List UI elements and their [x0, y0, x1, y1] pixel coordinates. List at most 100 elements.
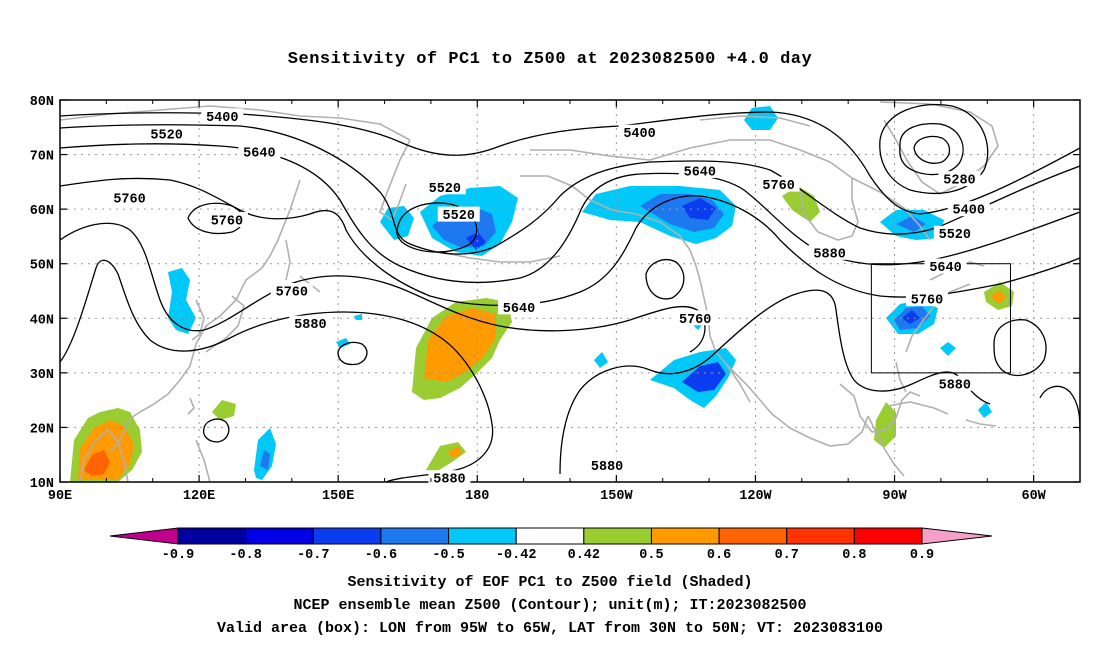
coast-korea [191, 299, 205, 341]
coast-cuba [887, 401, 949, 415]
colorbar-label: 0.42 [568, 548, 600, 563]
coast-aleutians [439, 251, 561, 263]
contour-label-bg [238, 143, 281, 159]
contour-label-bg [145, 125, 188, 141]
contour-label-bg [108, 190, 151, 206]
lon-tick-label: 180 [465, 489, 489, 504]
coast-us-west [703, 297, 791, 429]
colorbar-label: -0.5 [432, 548, 464, 563]
shade-negative-small-atlantic-1 [940, 342, 956, 356]
colorbar-label: -0.6 [365, 548, 397, 563]
contour-label: 5400 [953, 204, 985, 219]
shade-positive-small-7 [874, 402, 896, 448]
coast-indochina [79, 428, 129, 482]
shade-negative-newfoundland-core [896, 216, 926, 232]
contour-label: 5520 [443, 209, 475, 224]
contour-label-bg [674, 310, 717, 326]
colorbar-bin [650, 527, 720, 545]
colorbar-label: -0.8 [229, 548, 261, 563]
coast-antilles [965, 419, 997, 427]
contour-5520-closed [396, 202, 478, 253]
lon-tick-label: 120W [739, 489, 772, 504]
lon-tick-label: 60W [1021, 489, 1046, 504]
shade-negative-korea [168, 268, 196, 334]
shade-negative-west-pacific [380, 206, 414, 240]
colorbar-high-arrow [921, 527, 993, 545]
colorbar: -0.9 -0.8 -0.7 -0.6 -0.5 -0.42 0.42 0.5 0.6 0.7 0.… [109, 527, 993, 563]
shade-positive-seasia-peak [84, 450, 110, 476]
shade-negative-small-pacific [594, 352, 608, 368]
coast-okhotsk [261, 179, 301, 269]
contour-label: 5640 [503, 302, 535, 317]
contour-label: 5760 [762, 179, 794, 194]
contour-label: 5880 [591, 460, 623, 475]
caption-line-1: Sensitivity of EOF PC1 to Z500 field (Sh… [347, 574, 753, 591]
colorbar-bin [583, 527, 652, 545]
colorbar-bin [853, 527, 923, 545]
contour-5400-ring [879, 103, 989, 195]
colorbar-label: -0.7 [297, 548, 329, 563]
caption-line-2: NCEP ensemble mean Z500 (Contour); unit(… [293, 597, 807, 614]
contour-5880-small-2 [202, 418, 230, 443]
contour-label-bg [924, 258, 967, 274]
colorbar-bin [786, 527, 855, 545]
contour-labels: 5400 5520 5640 5760 5760 5400 5520 5520 5640 5760… [108, 108, 990, 488]
colorbar-bin [177, 527, 247, 545]
lon-tick-label: 150W [600, 489, 633, 504]
contour-label: 5520 [429, 182, 461, 197]
colorbar-bin [718, 527, 788, 545]
contour-label-bg [678, 162, 721, 178]
coast-north-alaska [530, 149, 651, 161]
coast-alaska [520, 175, 705, 299]
colorbar-label: -0.42 [496, 548, 537, 563]
contour-label: 5760 [276, 286, 308, 301]
contour-label: 5760 [679, 313, 711, 328]
shade-positive-dateline-core [424, 308, 496, 382]
lat-tick-label: 10N [30, 477, 54, 492]
colorbar-label: 0.9 [910, 548, 934, 563]
contour-label: 5760 [911, 294, 943, 309]
coast-sakhalin [285, 239, 291, 281]
contour-label: 5640 [243, 146, 275, 161]
contour-5400-west [60, 112, 621, 156]
colorbar-low-arrow [109, 527, 179, 545]
contour-5880-east [559, 289, 991, 475]
contour-label: 5880 [294, 318, 326, 333]
coast-arctic-islands [699, 115, 811, 127]
lat-tick-label: 60N [30, 204, 54, 219]
colorbar-bin [448, 527, 517, 545]
contour-5640 [60, 143, 1080, 284]
contour-label: 5640 [929, 261, 961, 276]
lon-tick-label: 120E [183, 489, 215, 504]
contour-label-bg [933, 225, 976, 241]
contour-label-bg [498, 299, 540, 315]
coast-kamchatka [379, 139, 411, 222]
colorbar-bin [312, 527, 382, 545]
contour-label-bg [947, 201, 990, 217]
sensitivity-shading [70, 106, 1014, 482]
contour-label-bg [289, 315, 332, 331]
colorbar-label: 0.8 [842, 548, 866, 563]
contour-label: 5640 [684, 165, 716, 180]
contour-label-bg [906, 291, 948, 307]
contour-5760-west-lobe [60, 222, 706, 353]
contour-label-bg [201, 108, 244, 124]
coast-hudson-bay [799, 178, 859, 241]
contour-5280 [899, 122, 964, 176]
coast-canada-arctic [649, 139, 853, 179]
lon-tick-label: 90E [48, 489, 72, 504]
shade-negative-baja-core [682, 362, 726, 392]
colorbar-label: 0.6 [707, 548, 731, 563]
shade-positive-small-2 [448, 446, 462, 458]
contour-label: 5880 [939, 378, 971, 393]
lat-tick-label: 30N [30, 368, 54, 383]
contour-5280-inner [913, 135, 951, 164]
z500-contours [60, 103, 1080, 482]
coast-taiwan [187, 397, 195, 415]
contour-label-bg [423, 179, 466, 195]
lon-tick-label: 150E [322, 489, 354, 504]
lon-tick-label: 90W [882, 489, 907, 504]
contour-label-bg [933, 375, 976, 391]
contour-label: 5520 [150, 128, 182, 143]
